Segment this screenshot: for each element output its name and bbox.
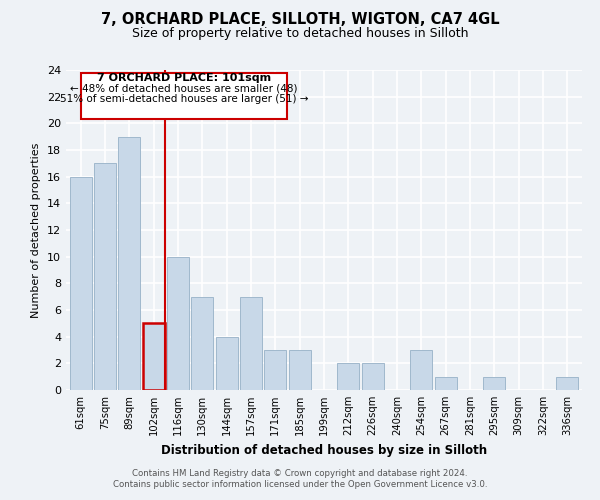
Text: 7 ORCHARD PLACE: 101sqm: 7 ORCHARD PLACE: 101sqm xyxy=(97,72,271,83)
Text: 51% of semi-detached houses are larger (51) →: 51% of semi-detached houses are larger (… xyxy=(60,94,308,104)
Bar xyxy=(289,350,311,390)
Bar xyxy=(362,364,383,390)
Bar xyxy=(484,376,505,390)
FancyBboxPatch shape xyxy=(80,72,287,120)
Bar xyxy=(240,296,262,390)
Bar xyxy=(410,350,433,390)
Text: Contains HM Land Registry data © Crown copyright and database right 2024.: Contains HM Land Registry data © Crown c… xyxy=(132,468,468,477)
Text: 7, ORCHARD PLACE, SILLOTH, WIGTON, CA7 4GL: 7, ORCHARD PLACE, SILLOTH, WIGTON, CA7 4… xyxy=(101,12,499,28)
Bar xyxy=(265,350,286,390)
Bar xyxy=(70,176,92,390)
Bar xyxy=(94,164,116,390)
Bar xyxy=(337,364,359,390)
Bar xyxy=(435,376,457,390)
Text: ← 48% of detached houses are smaller (48): ← 48% of detached houses are smaller (48… xyxy=(70,84,298,94)
Bar xyxy=(191,296,213,390)
Bar xyxy=(118,136,140,390)
Bar xyxy=(143,324,164,390)
Text: Size of property relative to detached houses in Silloth: Size of property relative to detached ho… xyxy=(132,28,468,40)
Y-axis label: Number of detached properties: Number of detached properties xyxy=(31,142,41,318)
Bar xyxy=(167,256,189,390)
Text: Contains public sector information licensed under the Open Government Licence v3: Contains public sector information licen… xyxy=(113,480,487,489)
X-axis label: Distribution of detached houses by size in Silloth: Distribution of detached houses by size … xyxy=(161,444,487,456)
Bar xyxy=(556,376,578,390)
Bar xyxy=(215,336,238,390)
